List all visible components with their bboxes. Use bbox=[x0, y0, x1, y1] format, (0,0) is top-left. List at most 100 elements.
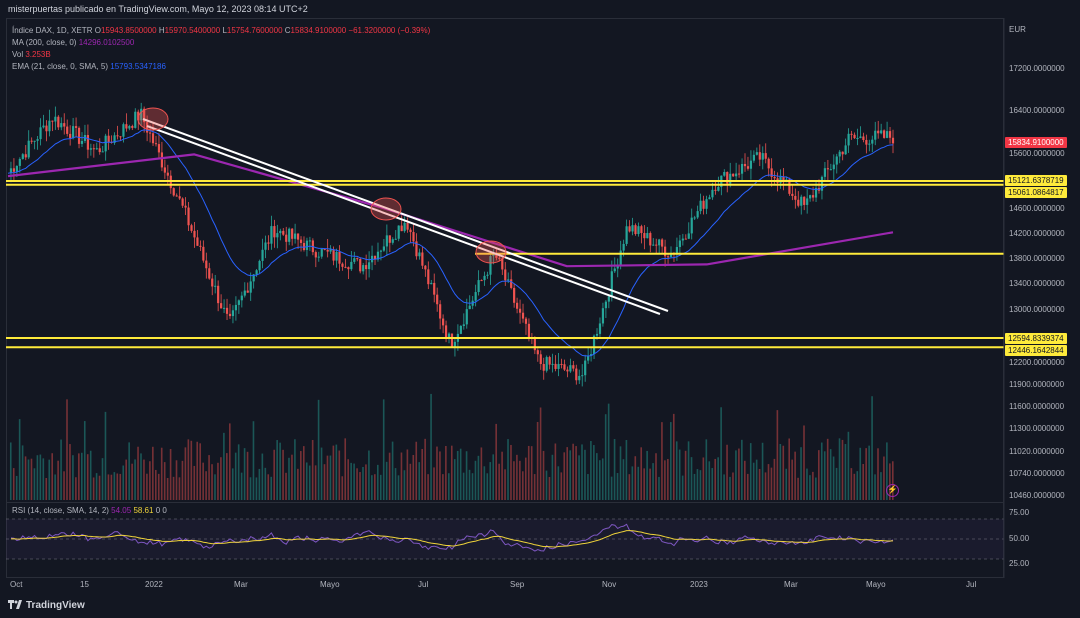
candle-body bbox=[595, 333, 599, 336]
candle-body bbox=[335, 251, 338, 261]
volume-bar bbox=[548, 477, 551, 500]
candle-body bbox=[758, 152, 761, 160]
candle-body bbox=[350, 261, 353, 270]
volume-bar bbox=[767, 464, 770, 500]
candle-body bbox=[468, 305, 471, 310]
volume-bar bbox=[874, 474, 876, 500]
volume-bar bbox=[267, 474, 270, 500]
volume-bar bbox=[797, 477, 799, 500]
tradingview-logo-icon bbox=[8, 600, 22, 609]
volume-bar bbox=[835, 467, 838, 500]
volume-bar bbox=[24, 456, 27, 500]
candle-body bbox=[240, 295, 243, 301]
volume-bar bbox=[270, 476, 273, 500]
legend-rsi: RSI (14, close, SMA, 14, 2) 54.05 58.61 … bbox=[12, 506, 167, 515]
candle-body bbox=[234, 304, 238, 311]
volume-bar bbox=[54, 474, 56, 500]
volume-bar bbox=[276, 440, 278, 500]
volume-bar bbox=[95, 473, 98, 500]
candle-body bbox=[865, 140, 868, 145]
lightning-icon[interactable]: ⚡ bbox=[886, 484, 899, 497]
volume-bar bbox=[886, 442, 888, 500]
candle-body bbox=[752, 154, 755, 161]
candle-body bbox=[462, 324, 465, 326]
candle-body bbox=[98, 148, 101, 153]
volume-bar bbox=[779, 443, 782, 500]
volume-bar bbox=[285, 472, 287, 500]
volume-bar bbox=[714, 458, 717, 500]
legend-symbol: Índice DAX, 1D, XETR bbox=[12, 26, 93, 35]
footer-brand[interactable]: TradingView bbox=[8, 600, 85, 611]
volume-bar bbox=[15, 475, 18, 500]
candle-body bbox=[45, 125, 48, 132]
volume-bar bbox=[149, 461, 151, 500]
candle-body bbox=[166, 172, 169, 176]
candle-body bbox=[489, 256, 492, 275]
candle-body bbox=[601, 308, 605, 324]
candle-body bbox=[101, 151, 104, 153]
volume-bar bbox=[294, 439, 296, 500]
candle-body bbox=[439, 304, 442, 319]
candle-body bbox=[504, 269, 507, 281]
volume-bar bbox=[480, 447, 483, 500]
volume-bar bbox=[764, 472, 767, 500]
candle-body bbox=[477, 280, 480, 293]
candle-body bbox=[344, 266, 347, 268]
volume-bar bbox=[430, 393, 432, 500]
volume-bar bbox=[723, 474, 725, 500]
candle-body bbox=[465, 309, 468, 325]
candle-body bbox=[835, 156, 838, 165]
volume-bar bbox=[252, 421, 255, 500]
candle-body bbox=[122, 124, 125, 137]
volume-bar bbox=[516, 454, 518, 500]
candle-body bbox=[134, 111, 137, 128]
candle-body bbox=[832, 164, 835, 170]
candle-body bbox=[211, 278, 214, 287]
candle-body bbox=[255, 270, 258, 275]
candle-body bbox=[631, 225, 634, 232]
price-tick: 17200.0000000 bbox=[1009, 64, 1065, 73]
volume-bar bbox=[75, 477, 77, 500]
candle-body bbox=[294, 233, 297, 239]
volume-bar bbox=[687, 441, 690, 500]
volume-bar bbox=[143, 459, 145, 500]
volume-bar bbox=[581, 444, 583, 500]
candle-body bbox=[513, 287, 516, 303]
candle-body bbox=[33, 140, 36, 142]
candle-body bbox=[406, 222, 409, 230]
candle-body bbox=[9, 168, 13, 174]
time-label: 2022 bbox=[145, 580, 163, 589]
candle-body bbox=[270, 226, 273, 244]
volume-bar bbox=[199, 443, 201, 500]
currency-label: EUR bbox=[1009, 25, 1026, 34]
candle-body bbox=[424, 265, 427, 270]
volume-bar bbox=[288, 457, 290, 500]
volume-bar bbox=[388, 452, 391, 500]
volume-bar bbox=[382, 399, 385, 500]
volume-bar bbox=[465, 451, 468, 500]
volume-bar bbox=[823, 451, 826, 500]
volume-bar bbox=[371, 475, 373, 500]
volume-bar bbox=[240, 472, 243, 500]
candle-body bbox=[291, 228, 294, 239]
candle-body bbox=[803, 196, 806, 205]
volume-bar bbox=[853, 473, 856, 500]
candle-body bbox=[394, 238, 397, 240]
pivot-highlight bbox=[370, 197, 402, 221]
candle-body bbox=[773, 176, 776, 179]
volume-bar bbox=[160, 447, 163, 500]
volume-bar bbox=[809, 475, 811, 500]
price-tick: 11300.0000000 bbox=[1009, 424, 1065, 433]
volume-bar bbox=[670, 422, 672, 500]
volume-bar bbox=[187, 439, 190, 500]
candle-body bbox=[140, 108, 143, 121]
volume-bar bbox=[350, 462, 352, 500]
legend-rsi-extra: 0 0 bbox=[155, 506, 167, 515]
candle-body bbox=[735, 173, 738, 177]
volume-bar bbox=[746, 473, 749, 500]
volume-bar bbox=[539, 407, 542, 500]
volume-bar bbox=[48, 459, 51, 500]
rsi-tick: 75.00 bbox=[1009, 508, 1030, 517]
rsi-pane[interactable] bbox=[6, 502, 1004, 578]
volume-bar bbox=[98, 475, 101, 500]
